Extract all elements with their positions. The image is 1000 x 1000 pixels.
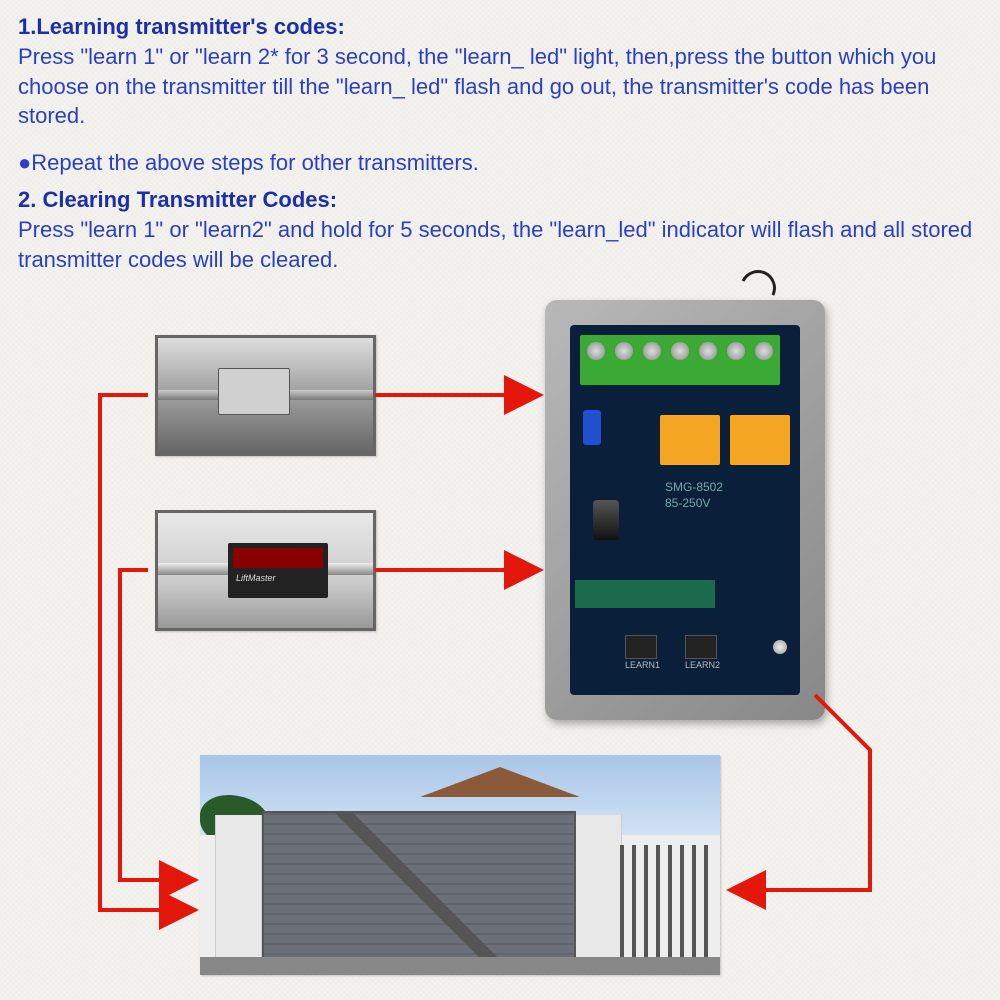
learn1-button (625, 635, 657, 659)
learn2-label: LEARN2 (685, 660, 720, 670)
bullet-repeat: ●Repeat the above steps for other transm… (18, 148, 982, 178)
relay-2 (730, 415, 790, 465)
antenna-icon (740, 270, 770, 320)
photo-garage-opener-2: LiftMaster (155, 510, 376, 631)
learn2-button (685, 635, 717, 659)
heading-clearing: 2. Clearing Transmitter Codes: (18, 187, 337, 212)
para-clearing: Press "learn 1" or "learn2" and hold for… (18, 215, 982, 274)
connection-diagram: LiftMaster SMG-8502 85-250V LEARN1 LEARN… (0, 300, 1000, 1000)
para-learning: Press "learn 1" or "learn 2* for 3 secon… (18, 42, 982, 131)
heading-learning: 1.Learning transmitter's codes: (18, 14, 345, 39)
learn1-label: LEARN1 (625, 660, 660, 670)
receiver-module: SMG-8502 85-250V LEARN1 LEARN2 (545, 300, 825, 720)
model-label: SMG-8502 (665, 480, 723, 494)
photo-garage-opener-1 (155, 335, 376, 456)
photo-sliding-gate (200, 755, 720, 975)
relay-1 (660, 415, 720, 465)
voltage-label: 85-250V (665, 496, 710, 510)
